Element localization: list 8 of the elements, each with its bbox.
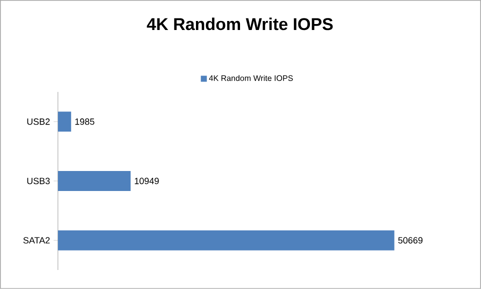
data-label: 1985 (75, 118, 94, 125)
y-tick-label: USB3 (27, 178, 50, 184)
y-tick-label: SATA2 (23, 237, 50, 244)
data-label: 10949 (134, 178, 159, 184)
chart-title: 4K Random Write IOPS (146, 18, 333, 30)
legend-label: 4K Random Write IOPS (209, 75, 293, 82)
y-tick-label: USB2 (27, 118, 50, 125)
data-label: 50669 (398, 237, 422, 244)
